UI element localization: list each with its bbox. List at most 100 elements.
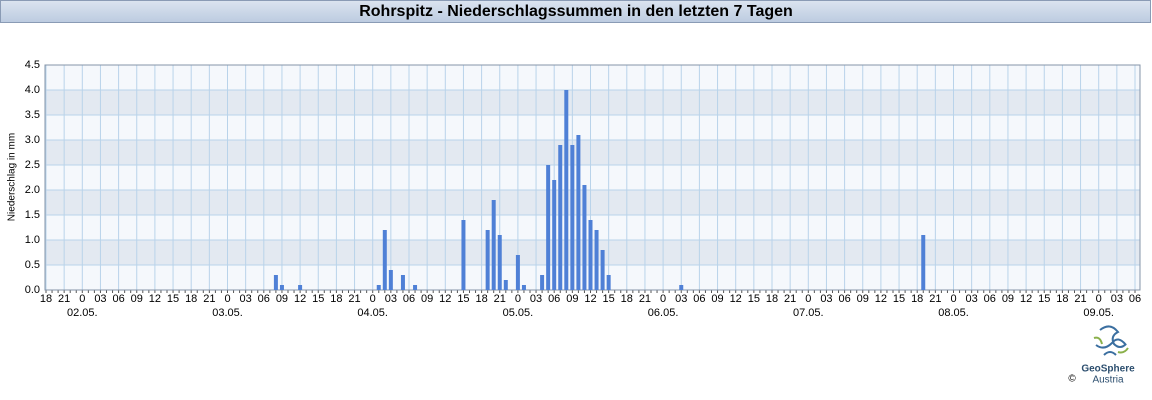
x-tick-label: 0 xyxy=(224,293,230,305)
y-tick-label: 3.5 xyxy=(25,109,40,121)
x-tick-label: 18 xyxy=(475,293,487,305)
x-tick-label: 0 xyxy=(79,293,85,305)
x-date-label: 05.05. xyxy=(503,307,534,319)
x-tick-label: 15 xyxy=(167,293,179,305)
x-tick-label: 09 xyxy=(1002,293,1014,305)
y-tick-label: 3.0 xyxy=(25,134,40,146)
bar xyxy=(413,285,418,290)
bar xyxy=(600,250,605,290)
x-date-label: 09.05. xyxy=(1083,307,1114,319)
x-tick-label: 12 xyxy=(730,293,742,305)
x-tick-label: 03 xyxy=(966,293,978,305)
bar xyxy=(606,275,611,290)
x-tick-label: 09 xyxy=(131,293,143,305)
y-tick-label: 4.5 xyxy=(25,59,40,71)
bar xyxy=(558,145,563,290)
y-tick-label: 0.5 xyxy=(25,259,40,271)
x-tick-label: 0 xyxy=(805,293,811,305)
x-tick-label: 21 xyxy=(784,293,796,305)
bar xyxy=(564,90,569,290)
x-tick-label: 09 xyxy=(276,293,288,305)
x-tick-label: 03 xyxy=(94,293,106,305)
x-tick-label: 18 xyxy=(330,293,342,305)
x-tick-label: 12 xyxy=(875,293,887,305)
x-tick-label: 21 xyxy=(203,293,215,305)
x-tick-label: 18 xyxy=(766,293,778,305)
x-tick-label: 15 xyxy=(893,293,905,305)
x-tick-label: 06 xyxy=(838,293,850,305)
y-tick-label: 0.0 xyxy=(25,284,40,296)
y-tick-label: 2.0 xyxy=(25,184,40,196)
x-tick-label: 15 xyxy=(748,293,760,305)
x-tick-label: 09 xyxy=(857,293,869,305)
copyright: © xyxy=(1068,374,1076,385)
logo-icon-accent xyxy=(1093,336,1129,354)
x-tick-label: 06 xyxy=(984,293,996,305)
x-tick-label: 06 xyxy=(112,293,124,305)
y-tick-label: 1.5 xyxy=(25,209,40,221)
bar xyxy=(576,135,581,290)
x-tick-label: 21 xyxy=(929,293,941,305)
x-tick-label: 03 xyxy=(820,293,832,305)
x-tick-label: 21 xyxy=(1074,293,1086,305)
bar xyxy=(491,200,496,290)
x-tick-label: 03 xyxy=(385,293,397,305)
bar xyxy=(485,230,490,290)
bar xyxy=(376,285,381,290)
bar xyxy=(273,275,278,290)
bar xyxy=(582,185,587,290)
chart-title: Rohrspitz - Niederschlagssummen in den l… xyxy=(359,3,793,20)
bar xyxy=(382,230,387,290)
x-date-label: 08.05. xyxy=(938,307,969,319)
bar xyxy=(588,220,593,290)
logo-name: GeoSphere xyxy=(1081,364,1135,375)
x-tick-label: 03 xyxy=(675,293,687,305)
x-tick-label: 18 xyxy=(40,293,52,305)
x-tick-label: 03 xyxy=(240,293,252,305)
x-tick-label: 12 xyxy=(584,293,596,305)
x-date-label: 07.05. xyxy=(793,307,824,319)
bar xyxy=(461,220,466,290)
bar xyxy=(388,270,393,290)
x-tick-label: 15 xyxy=(1038,293,1050,305)
x-date-label: 04.05. xyxy=(357,307,388,319)
x-tick-label: 0 xyxy=(370,293,376,305)
x-date-label: 03.05. xyxy=(212,307,243,319)
x-date-label: 06.05. xyxy=(648,307,679,319)
bar xyxy=(497,235,502,290)
x-tick-label: 21 xyxy=(639,293,651,305)
x-tick-label: 03 xyxy=(530,293,542,305)
bar xyxy=(400,275,405,290)
bar xyxy=(570,145,575,290)
bar xyxy=(546,165,551,290)
y-tick-label: 4.0 xyxy=(25,84,40,96)
logo: GeoSphere Austria © xyxy=(1068,325,1135,386)
bar xyxy=(594,230,599,290)
x-tick-label: 12 xyxy=(439,293,451,305)
x-tick-label: 18 xyxy=(621,293,633,305)
x-tick-label: 18 xyxy=(911,293,923,305)
x-tick-label: 0 xyxy=(950,293,956,305)
bar xyxy=(679,285,684,290)
x-tick-label: 15 xyxy=(457,293,469,305)
logo-sub: Austria xyxy=(1092,375,1124,386)
x-tick-label: 18 xyxy=(185,293,197,305)
y-tick-label: 1.0 xyxy=(25,234,40,246)
header-bar xyxy=(0,0,1151,23)
x-tick-label: 12 xyxy=(1020,293,1032,305)
x-tick-label: 12 xyxy=(294,293,306,305)
x-tick-label: 06 xyxy=(258,293,270,305)
x-tick-label: 09 xyxy=(566,293,578,305)
logo-icon xyxy=(1095,325,1127,356)
x-tick-label: 21 xyxy=(494,293,506,305)
x-tick-label: 09 xyxy=(421,293,433,305)
bar xyxy=(298,285,303,290)
x-tick-label: 15 xyxy=(603,293,615,305)
x-tick-label: 06 xyxy=(1129,293,1141,305)
x-tick-label: 09 xyxy=(711,293,723,305)
x-tick-label: 0 xyxy=(515,293,521,305)
x-tick-label: 12 xyxy=(149,293,161,305)
x-tick-label: 06 xyxy=(548,293,560,305)
x-tick-label: 18 xyxy=(1056,293,1068,305)
